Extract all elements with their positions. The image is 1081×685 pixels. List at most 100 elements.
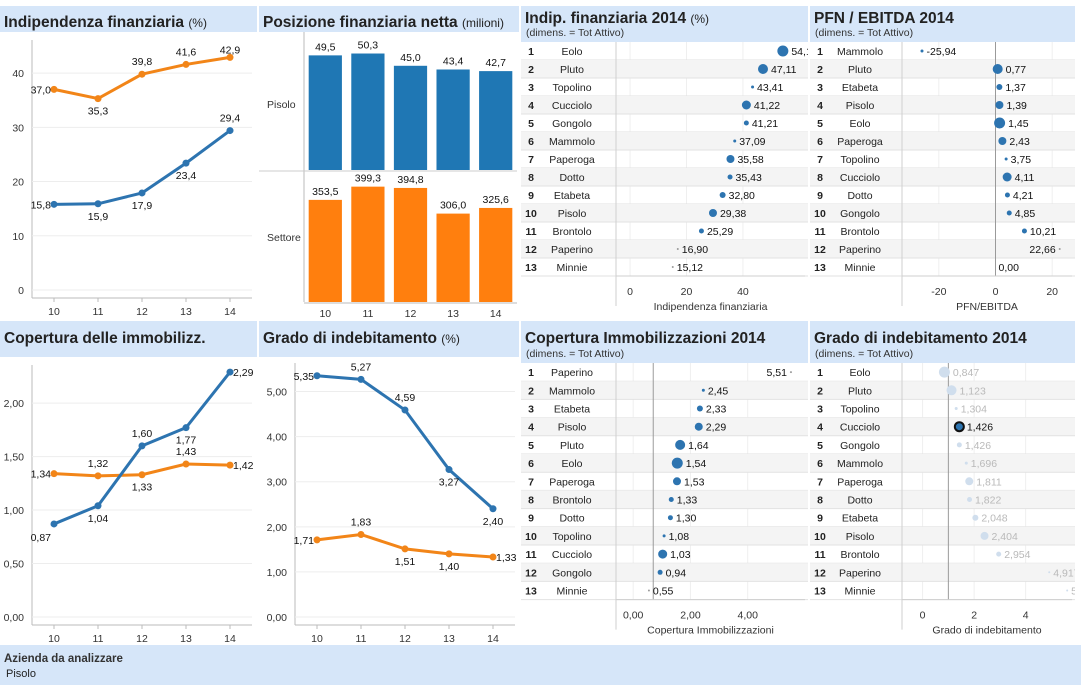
rank-number: 11	[525, 226, 536, 238]
rank-number: 13	[814, 586, 826, 598]
panel-grado-indebitamento: Grado di indebitamento (%) 0,00 1,00 2,00 3…	[259, 321, 519, 643]
panel-posizione-finanziaria: Posizione finanziaria netta (milioni) Pi…	[259, 6, 519, 319]
row-name: Pluto	[560, 440, 584, 452]
panel-copertura-2014: Copertura Immobilizzazioni 2014 (dimens.…	[521, 321, 808, 643]
data-point	[489, 553, 497, 561]
row-band	[521, 381, 808, 400]
data-label: 1,822	[975, 495, 1001, 507]
data-point	[972, 514, 979, 521]
rank-number: 3	[817, 82, 823, 94]
x-tick-label: 12	[136, 306, 148, 318]
row-band	[521, 168, 808, 186]
data-point	[667, 515, 673, 521]
data-label: 1,53	[684, 476, 705, 488]
data-point	[964, 461, 968, 465]
rank-number: 11	[814, 226, 825, 238]
data-point	[694, 422, 703, 431]
data-point	[138, 189, 146, 197]
data-label: 29,4	[220, 113, 241, 125]
data-point	[1004, 157, 1008, 161]
row-name: Eolo	[849, 118, 870, 130]
data-label: 2,404	[992, 531, 1018, 543]
row-band	[521, 132, 808, 150]
data-point	[671, 266, 674, 268]
y-tick-label: 30	[12, 122, 24, 134]
rank-number: 10	[814, 208, 826, 220]
data-point	[998, 137, 1007, 145]
data-label: 2,40	[483, 516, 504, 528]
data-label: 1,426	[965, 440, 991, 452]
x-tick-label: 10	[48, 633, 60, 643]
rank-number: 6	[528, 458, 534, 470]
data-point	[138, 70, 146, 78]
row-name: Cucciolo	[552, 549, 592, 561]
row-band	[810, 417, 1075, 436]
data-point	[996, 551, 1002, 557]
bar-label: 353,5	[312, 186, 338, 198]
data-point	[357, 530, 365, 538]
bar	[351, 186, 385, 302]
data-point	[138, 471, 146, 479]
ranking-chart: 1 Mammolo -25,94 2 Pluto 0,77 3 Etabeta 1,37 4 Pis…	[810, 42, 1075, 313]
x-tick-label: 13	[180, 633, 192, 643]
rank-number: 8	[817, 172, 823, 184]
rank-number: 6	[817, 458, 823, 470]
rank-number: 12	[814, 244, 826, 256]
rank-number: 4	[817, 100, 823, 112]
data-point	[182, 424, 190, 432]
data-label: 2,954	[1004, 549, 1030, 561]
x-tick-label: 4,00	[738, 610, 759, 622]
x-tick-label: 11	[93, 306, 104, 318]
bar-label: 43,4	[443, 55, 464, 67]
data-point	[50, 520, 58, 528]
rank-number: 6	[817, 136, 823, 148]
row-band	[521, 240, 808, 258]
data-label: 1,43	[176, 446, 197, 458]
y-tick-label: 4,00	[267, 432, 288, 444]
row-band	[810, 526, 1075, 545]
row-name: Paperoga	[837, 136, 883, 148]
data-label: 32,80	[729, 190, 755, 202]
bar-label: 42,7	[485, 57, 506, 69]
row-band	[521, 417, 808, 436]
row-band	[810, 60, 1075, 78]
x-tick-label: 0	[993, 286, 999, 298]
x-tick-label: 10	[319, 308, 331, 319]
data-label: 1,37	[1005, 82, 1026, 94]
data-label: 4,59	[395, 392, 416, 404]
data-label: 1,39	[1006, 100, 1027, 112]
line-chart: 0,00 1,00 2,00 3,00 4,00 5,00 10 11 12 13 14 5,35 5,…	[267, 361, 517, 643]
data-label: 0,00	[999, 262, 1020, 274]
data-label: 15,8	[31, 199, 52, 211]
data-label: 1,03	[670, 549, 691, 561]
data-label: 5,27	[351, 361, 372, 373]
data-label: 5,613	[1071, 586, 1075, 598]
x-tick-label: 20	[1046, 286, 1058, 298]
filter-value[interactable]: Pisolo	[6, 668, 36, 680]
panel-title: Copertura delle immobilizz.	[4, 330, 206, 347]
rank-number: 10	[525, 208, 537, 220]
data-label: 4,21	[1013, 190, 1034, 202]
data-label: 1,08	[669, 531, 690, 543]
data-label: 37,0	[31, 84, 52, 96]
data-point	[708, 209, 717, 217]
data-label: 1,51	[395, 556, 416, 568]
rank-number: 3	[528, 404, 534, 416]
rank-number: 2	[528, 385, 534, 397]
rank-number: 12	[814, 567, 826, 579]
bar	[393, 65, 428, 170]
panel-subtitle: (dimens. = Tot Attivo)	[815, 27, 914, 39]
rank-number: 2	[528, 64, 534, 76]
row-name: Brontolo	[840, 226, 879, 238]
data-label: 1,40	[439, 561, 460, 573]
data-point	[938, 366, 950, 378]
rank-number: 9	[817, 190, 823, 202]
data-point	[675, 439, 686, 450]
rank-number: 7	[817, 476, 823, 488]
company-filter[interactable]: Azienda da analizzare Pisolo	[0, 645, 1081, 685]
row-name: Dotto	[559, 172, 584, 184]
data-label: 2,33	[706, 404, 727, 416]
bar-label: 306,0	[440, 200, 466, 212]
x-axis-label: Grado di indebitamento	[932, 625, 1041, 637]
data-point	[226, 461, 234, 469]
